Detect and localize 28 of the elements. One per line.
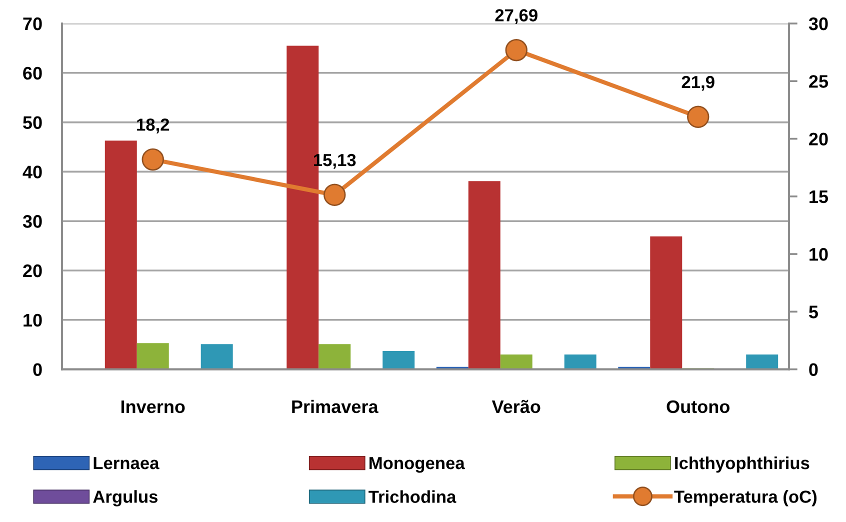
legend-label: Trichodina [368, 490, 456, 503]
x-tick-label: Inverno [121, 400, 185, 414]
x-tick-label: Primavera [292, 400, 378, 414]
legend-label: Temperatura (oC) [674, 490, 817, 506]
y2-tick-label: 20 [809, 132, 828, 146]
x-tick-label: Outono [666, 400, 730, 414]
y-tick-label: 70 [23, 17, 42, 30]
y-tick-label: 40 [22, 166, 42, 178]
x-tick-label: Verão [492, 400, 540, 414]
y-tick-label: 50 [23, 116, 42, 130]
y2-tick-label: 15 [810, 190, 828, 204]
legend-label: Argulus [93, 490, 158, 506]
y2-tick-label: 0 [809, 363, 818, 376]
y-tick-label: 0 [33, 363, 42, 376]
data-label: 27,69 [495, 9, 538, 24]
y2-tick-label: 25 [809, 75, 828, 88]
legend-label: Monogenea [370, 457, 465, 473]
y-tick-label: 30 [22, 215, 42, 228]
y2-tick-label: 10 [810, 248, 828, 261]
y2-tick-label: 5 [809, 306, 818, 318]
data-label: 21,9 [682, 76, 714, 91]
y-tick-label: 60 [23, 66, 42, 80]
y-tick-label: 10 [24, 314, 42, 327]
y-tick-label: 20 [23, 264, 42, 278]
legend-label: Ichthyophthirius [675, 456, 810, 473]
y2-tick-label: 30 [808, 17, 828, 30]
data-label: 18,2 [137, 118, 170, 134]
legend-label: Lernaea [94, 457, 160, 470]
